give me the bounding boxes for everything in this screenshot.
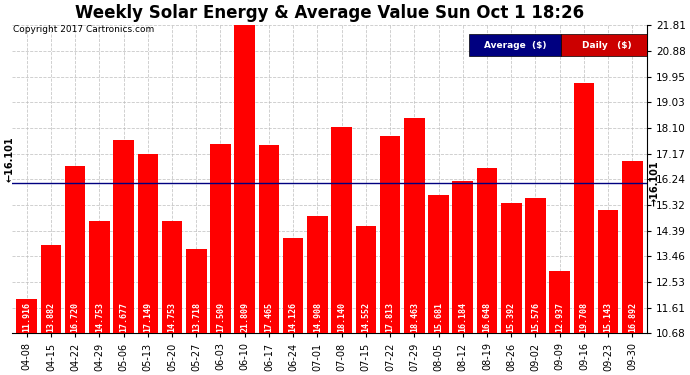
Bar <box>404 118 424 333</box>
Text: 15.143: 15.143 <box>604 302 613 332</box>
Text: 16.648: 16.648 <box>482 302 491 332</box>
Text: Daily   ($): Daily ($) <box>582 40 632 50</box>
Bar <box>186 249 206 333</box>
Bar <box>355 226 376 333</box>
Text: 13.882: 13.882 <box>46 302 55 332</box>
Text: 21.809: 21.809 <box>240 302 249 332</box>
Bar <box>525 198 546 333</box>
Bar <box>235 25 255 333</box>
Text: 14.552: 14.552 <box>362 302 371 332</box>
Text: Average  ($): Average ($) <box>484 40 546 50</box>
Bar <box>89 220 110 333</box>
Bar <box>549 271 570 333</box>
Text: 13.718: 13.718 <box>192 302 201 332</box>
Text: →16.101: →16.101 <box>649 160 660 206</box>
Text: 17.149: 17.149 <box>144 302 152 332</box>
Bar <box>477 168 497 333</box>
Bar <box>17 299 37 333</box>
Bar <box>622 161 642 333</box>
Bar <box>161 220 182 333</box>
Bar <box>210 144 230 333</box>
Text: 19.708: 19.708 <box>580 302 589 332</box>
Text: 16.892: 16.892 <box>628 302 637 332</box>
Bar <box>137 154 158 333</box>
Text: 17.813: 17.813 <box>386 302 395 332</box>
Text: 14.753: 14.753 <box>168 302 177 332</box>
Bar <box>283 238 304 333</box>
Bar <box>331 127 352 333</box>
Text: 11.916: 11.916 <box>22 302 31 332</box>
Text: 17.465: 17.465 <box>264 302 273 332</box>
Text: 14.126: 14.126 <box>288 302 297 332</box>
FancyBboxPatch shape <box>469 34 561 56</box>
Bar <box>65 166 86 333</box>
Text: ←16.101: ←16.101 <box>5 136 14 182</box>
Bar <box>598 210 618 333</box>
Title: Weekly Solar Energy & Average Value Sun Oct 1 18:26: Weekly Solar Energy & Average Value Sun … <box>75 4 584 22</box>
Bar <box>453 181 473 333</box>
Bar <box>573 83 594 333</box>
Text: 18.140: 18.140 <box>337 302 346 332</box>
Text: 17.677: 17.677 <box>119 302 128 332</box>
Text: Copyright 2017 Cartronics.com: Copyright 2017 Cartronics.com <box>13 25 155 34</box>
FancyBboxPatch shape <box>561 34 653 56</box>
Bar <box>307 216 328 333</box>
Bar <box>41 245 61 333</box>
Text: 16.720: 16.720 <box>70 302 79 332</box>
Bar <box>259 146 279 333</box>
Bar <box>113 140 134 333</box>
Text: 15.681: 15.681 <box>434 302 443 332</box>
Text: 14.753: 14.753 <box>95 302 104 332</box>
Text: 18.463: 18.463 <box>410 302 419 332</box>
Text: 12.937: 12.937 <box>555 302 564 332</box>
Text: 15.576: 15.576 <box>531 302 540 332</box>
Bar <box>380 136 400 333</box>
Bar <box>428 195 449 333</box>
Bar <box>501 203 522 333</box>
Text: 17.509: 17.509 <box>216 302 225 332</box>
Text: 16.184: 16.184 <box>458 302 467 332</box>
Text: 14.908: 14.908 <box>313 302 322 332</box>
Text: 15.392: 15.392 <box>506 302 515 332</box>
